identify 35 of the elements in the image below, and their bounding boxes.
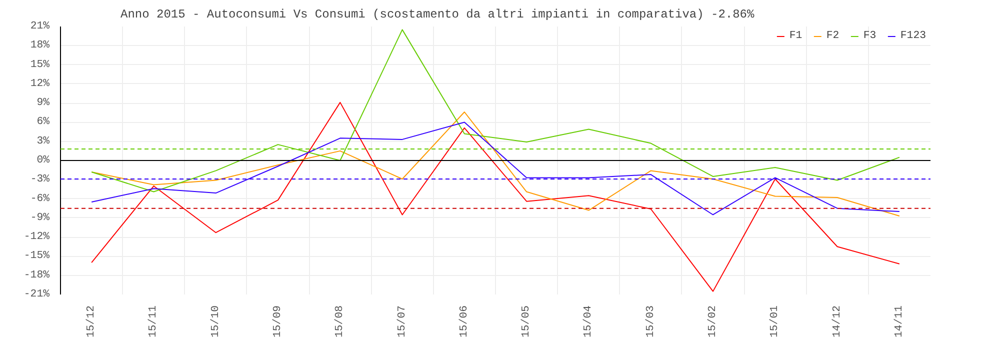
x-tick-label: 15/09 (272, 305, 284, 338)
y-tick-label: 21% (30, 20, 50, 32)
x-tick-label: 15/06 (458, 305, 470, 338)
y-tick-label: 6% (36, 116, 50, 128)
y-tick-label: -12% (24, 231, 50, 244)
legend-label: F123 (900, 30, 926, 42)
x-tick-label: 15/11 (148, 305, 160, 338)
legend-label: F2 (826, 30, 840, 42)
y-tick-label: 3% (36, 135, 50, 148)
y-tick-label: 18% (30, 40, 50, 52)
x-tick-label: 15/07 (396, 305, 408, 338)
legend-label: F3 (863, 30, 878, 42)
y-tick-label: -21% (24, 288, 50, 300)
x-tick-label: 15/03 (644, 305, 657, 338)
chart-title: Anno 2015 - Autoconsumi Vs Consumi (scostamento da altri impianti in comparativa) -2.86% (120, 8, 755, 22)
x-tick-label: 15/08 (334, 305, 346, 338)
y-tick-label: 9% (36, 97, 50, 110)
line-series (91, 102, 900, 292)
x-tick-label: 15/05 (520, 305, 533, 338)
x-tick-label: 15/02 (707, 305, 719, 338)
y-tick-label: -6% (30, 192, 50, 205)
y-tick-label: 0% (36, 154, 50, 166)
y-tick-label: 12% (30, 78, 50, 90)
x-tick-label: 15/10 (210, 305, 222, 338)
y-tick-label: -15% (24, 250, 50, 262)
x-tick-label: 15/04 (582, 305, 595, 338)
x-tick-label: 15/01 (769, 305, 782, 338)
x-tick-label: 14/11 (893, 305, 906, 338)
y-tick-label: -3% (30, 174, 50, 186)
y-tick-label: -9% (30, 212, 50, 224)
y-tick-label: -18% (24, 269, 50, 282)
x-tick-label: 15/12 (86, 305, 98, 338)
legend-label: F1 (789, 30, 804, 42)
x-tick-label: 14/12 (831, 305, 844, 338)
y-tick-label: 15% (30, 58, 50, 71)
